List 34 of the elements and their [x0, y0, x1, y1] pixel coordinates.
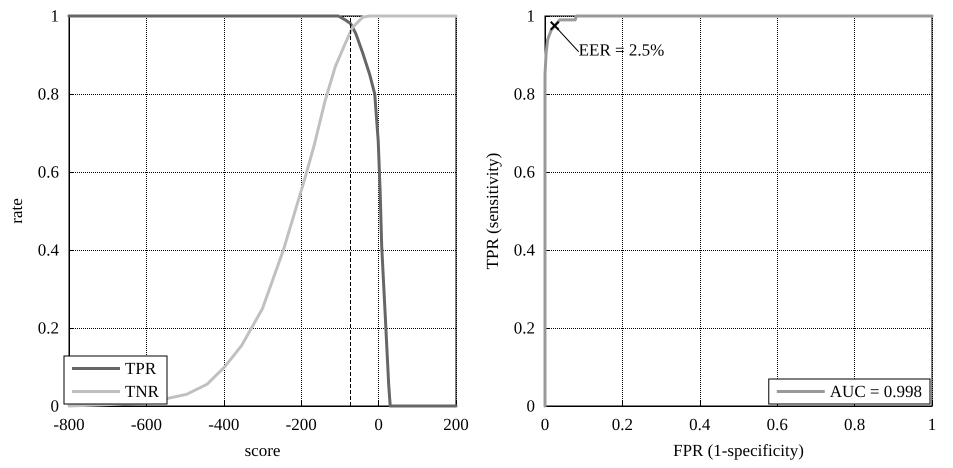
x-axis-title: FPR (1-specificity) — [673, 441, 804, 460]
y-tick-label: 0.2 — [514, 318, 535, 338]
y-axis-title: rate — [7, 198, 26, 224]
x-axis-title: score — [244, 441, 280, 460]
y-tick-label: 0.2 — [38, 318, 59, 338]
x-tick-label: 0.2 — [612, 415, 634, 434]
y-axis-title: TPR (sensitivity) — [483, 152, 502, 270]
legend-label: AUC = 0.998 — [830, 382, 922, 401]
x-tick-label: 1 — [928, 415, 936, 434]
annotation: EER = 2.5% — [578, 40, 664, 60]
y-tick-label: 0.6 — [38, 162, 59, 182]
x-tick-label: -600 — [130, 415, 162, 434]
x-tick-label: 0 — [540, 415, 550, 434]
y-tick-label: 0.4 — [514, 240, 536, 260]
y-tick-label: 0 — [50, 396, 59, 416]
x-tick-label: 0.4 — [689, 415, 711, 434]
legend-label: TNR — [125, 382, 160, 401]
y-tick-label: 0.8 — [38, 84, 59, 104]
x-tick-label: -400 — [208, 415, 240, 434]
y-tick-label: 0.6 — [514, 162, 535, 182]
y-tick-label: 0.4 — [38, 240, 60, 260]
x-tick-label: 0 — [374, 415, 383, 434]
x-tick-label: 200 — [443, 415, 469, 434]
line-series — [68, 14, 458, 408]
y-tick-label: 0 — [526, 396, 535, 416]
x-tick-label: 0.6 — [766, 415, 788, 434]
line-series — [544, 14, 934, 408]
legend-label: TPR — [125, 359, 157, 378]
x-tick-label: 0.8 — [844, 415, 866, 434]
x-tick-label: -800 — [53, 415, 85, 434]
y-tick-label: 1 — [526, 6, 535, 26]
x-tick-label: -200 — [286, 415, 317, 434]
y-tick-label: 0.8 — [514, 84, 535, 104]
y-tick-label: 1 — [50, 6, 59, 26]
